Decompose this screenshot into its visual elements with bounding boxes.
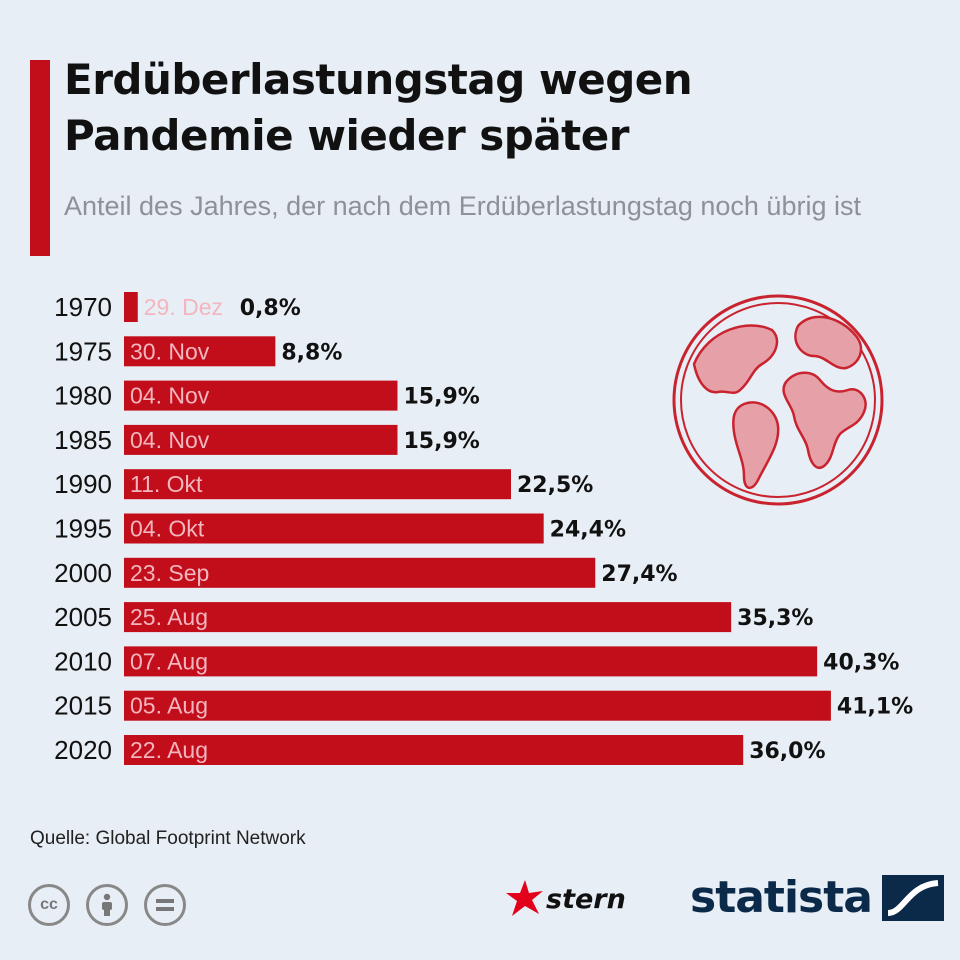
bar: [124, 380, 398, 411]
date-label: 07. Aug: [130, 648, 208, 674]
bars-layer: 1970 29. Dez 0,8% 1975 30. Nov 8,8% 1980 04. No…: [54, 292, 913, 765]
statista-logo-text: statista: [690, 872, 873, 923]
bar: [124, 336, 276, 367]
year-label: 2015: [54, 691, 112, 721]
date-label: 23. Sep: [130, 560, 209, 586]
date-label: 04. Okt: [130, 516, 205, 542]
value-label: 0,8%: [240, 296, 301, 321]
date-label: 04. Nov: [130, 427, 210, 453]
bar-chart: 1970 29. Dez 0,8% 1975 30. Nov 8,8% 1980 04. No…: [54, 292, 913, 765]
no-derivatives-icon[interactable]: [144, 884, 186, 926]
bar: [124, 690, 831, 721]
value-label: 24,4%: [550, 518, 626, 543]
stern-logo-text: stern: [546, 883, 626, 915]
bar: [124, 292, 138, 322]
value-label: 8,8%: [281, 340, 342, 365]
year-label: 2010: [54, 646, 112, 676]
year-label: 1975: [54, 336, 112, 366]
value-label: 35,3%: [737, 606, 813, 631]
year-label: 2000: [54, 558, 112, 588]
bar: [124, 557, 596, 588]
year-label: 1980: [54, 381, 112, 411]
globe-icon: [672, 294, 884, 506]
bar: [124, 424, 398, 455]
value-label: 15,9%: [403, 429, 479, 454]
license-icons: cc: [28, 884, 186, 926]
bar: [124, 602, 732, 633]
bar: [124, 735, 744, 765]
statista-mark-icon: [881, 874, 944, 921]
source-text: Quelle: Global Footprint Network: [30, 828, 306, 849]
stern-star-icon: [506, 880, 543, 916]
cc-icon[interactable]: cc: [28, 884, 70, 926]
value-label: 22,5%: [517, 473, 593, 498]
date-label: 04. Nov: [130, 383, 210, 409]
year-label: 1990: [54, 469, 112, 499]
bar: [124, 469, 511, 500]
year-label: 2005: [54, 602, 112, 632]
date-label: 29. Dez: [144, 294, 223, 320]
value-label: 27,4%: [601, 562, 677, 587]
date-label: 30. Nov: [130, 338, 210, 364]
year-label: 1985: [54, 425, 112, 455]
value-label: 15,9%: [403, 385, 479, 410]
value-label: 40,3%: [823, 650, 899, 675]
year-label: 1970: [54, 292, 112, 322]
bar: [124, 646, 818, 677]
stern-logo: stern: [506, 880, 626, 918]
date-label: 11. Okt: [130, 471, 203, 497]
chart-title: Erdüberlastungstag wegen Pandemie wieder…: [64, 55, 693, 160]
year-label: 2020: [54, 735, 112, 765]
chart-subtitle: Anteil des Jahres, der nach dem Erdüberl…: [64, 191, 861, 221]
date-label: 05. Aug: [130, 693, 208, 719]
accent-bar: [30, 60, 50, 256]
statista-logo: statista: [690, 872, 944, 923]
year-label: 1995: [54, 514, 112, 544]
value-label: 41,1%: [837, 695, 913, 720]
value-label: 36,0%: [749, 739, 825, 764]
bar: [124, 513, 544, 544]
date-label: 25. Aug: [130, 604, 208, 630]
attribution-icon[interactable]: [86, 884, 128, 926]
date-label: 22. Aug: [130, 737, 208, 763]
